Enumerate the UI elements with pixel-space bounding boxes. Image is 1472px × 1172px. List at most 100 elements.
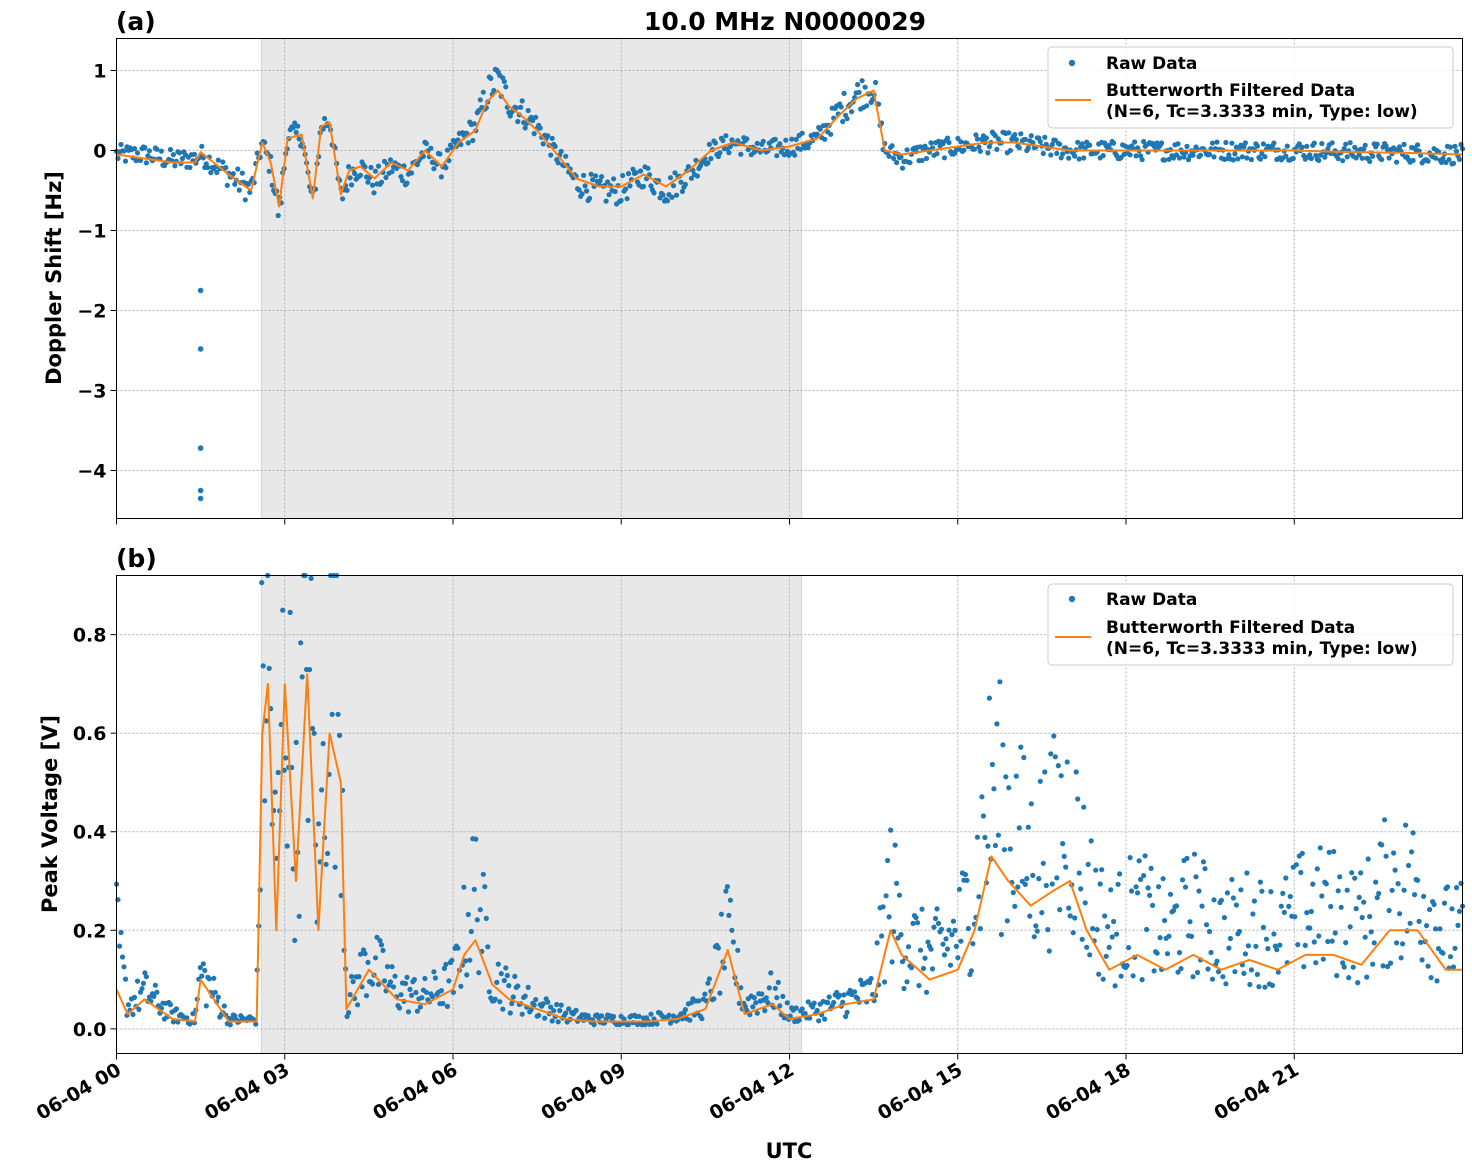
raw-data-point <box>1338 904 1344 910</box>
raw-data-point <box>151 993 157 1000</box>
raw-data-point <box>1148 865 1154 872</box>
raw-data-point <box>994 146 1000 152</box>
raw-data-point <box>485 944 491 950</box>
raw-data-point <box>590 177 596 183</box>
raw-data-point <box>947 962 954 968</box>
raw-data-point <box>1162 157 1168 163</box>
raw-data-point <box>1290 155 1296 162</box>
raw-data-point <box>1401 887 1407 893</box>
raw-data-point <box>1444 884 1451 890</box>
raw-data-point <box>1299 850 1305 857</box>
panel-a-label: (a) <box>116 7 156 36</box>
raw-data-point <box>922 143 928 149</box>
raw-data-point <box>1398 955 1404 961</box>
raw-data-point <box>1055 763 1061 769</box>
raw-data-point <box>1401 141 1407 147</box>
raw-data-point <box>1447 954 1454 960</box>
raw-data-point <box>1100 976 1106 982</box>
raw-data-point <box>1106 944 1112 951</box>
raw-data-point <box>1410 830 1416 836</box>
x-tick-label: 06-04 03 <box>201 1059 293 1125</box>
raw-data-point <box>449 957 455 963</box>
raw-data-point <box>777 1003 783 1009</box>
raw-data-point <box>1024 876 1030 882</box>
raw-data-point <box>997 679 1003 685</box>
raw-data-point <box>1453 148 1460 154</box>
raw-data-point <box>1031 934 1037 940</box>
raw-data-point <box>995 832 1002 838</box>
raw-data-point <box>841 992 847 998</box>
raw-data-point <box>170 1019 176 1025</box>
raw-data-point <box>593 173 599 179</box>
raw-data-point <box>1242 951 1248 957</box>
raw-data-point <box>1049 881 1055 887</box>
raw-data-point <box>1244 870 1250 876</box>
raw-data-point <box>1248 157 1254 163</box>
raw-data-point <box>1209 976 1216 982</box>
raw-data-point <box>355 1002 361 1008</box>
raw-data-point <box>533 997 539 1003</box>
raw-data-point <box>1223 981 1229 987</box>
raw-data-point <box>1307 925 1313 931</box>
raw-data-point <box>576 187 582 193</box>
raw-data-point <box>894 880 900 886</box>
raw-data-point <box>870 96 876 103</box>
raw-data-point <box>140 980 146 987</box>
raw-data-point <box>501 977 507 984</box>
raw-data-point <box>907 160 913 166</box>
raw-data-point <box>224 182 230 188</box>
raw-data-point <box>423 989 429 995</box>
raw-data-point <box>1325 146 1331 152</box>
raw-data-point <box>1304 143 1310 149</box>
raw-data-point <box>1346 975 1352 981</box>
raw-data-point <box>495 961 501 967</box>
raw-data-point <box>715 945 722 951</box>
raw-data-point <box>1094 927 1100 933</box>
raw-data-point <box>1308 155 1314 162</box>
raw-data-point <box>880 904 886 910</box>
raw-data-point <box>979 794 985 800</box>
raw-data-point <box>1262 984 1268 990</box>
raw-data-point <box>1254 971 1260 978</box>
raw-data-point <box>1313 152 1319 159</box>
raw-data-point <box>1097 881 1103 887</box>
raw-data-point <box>1043 882 1049 889</box>
raw-data-point <box>932 915 939 922</box>
raw-data-point <box>1159 140 1165 146</box>
raw-data-point <box>711 996 717 1002</box>
raw-data-point <box>307 667 313 673</box>
raw-data-point <box>970 941 976 947</box>
raw-data-point <box>1295 942 1301 948</box>
raw-data-point <box>549 135 555 141</box>
raw-data-point <box>365 179 371 185</box>
raw-data-point <box>130 1011 136 1018</box>
raw-data-point <box>467 957 473 963</box>
raw-data-point <box>618 197 624 204</box>
raw-data-point <box>205 164 211 171</box>
raw-data-point <box>1359 155 1365 161</box>
raw-data-point <box>985 150 991 156</box>
raw-data-point <box>346 1010 352 1016</box>
raw-data-point <box>896 892 903 898</box>
raw-data-point <box>1058 155 1064 161</box>
raw-data-point <box>1275 969 1281 975</box>
legend-raw-label: Raw Data <box>1106 590 1197 610</box>
raw-data-point <box>152 982 158 988</box>
raw-data-point <box>1160 876 1166 882</box>
raw-data-point <box>486 989 492 995</box>
raw-data-point <box>908 965 915 971</box>
raw-data-point <box>1328 903 1334 910</box>
raw-data-point <box>1244 155 1250 161</box>
raw-data-point <box>1271 140 1277 146</box>
raw-data-point <box>744 1007 750 1013</box>
raw-data-point <box>1284 143 1290 149</box>
raw-data-point <box>1073 769 1079 775</box>
raw-data-point <box>507 113 513 119</box>
raw-data-point <box>263 718 269 724</box>
raw-data-point <box>1331 848 1337 855</box>
raw-data-point <box>868 975 874 982</box>
raw-data-point <box>627 183 633 189</box>
raw-data-point <box>1063 864 1069 870</box>
raw-data-point <box>404 180 410 186</box>
